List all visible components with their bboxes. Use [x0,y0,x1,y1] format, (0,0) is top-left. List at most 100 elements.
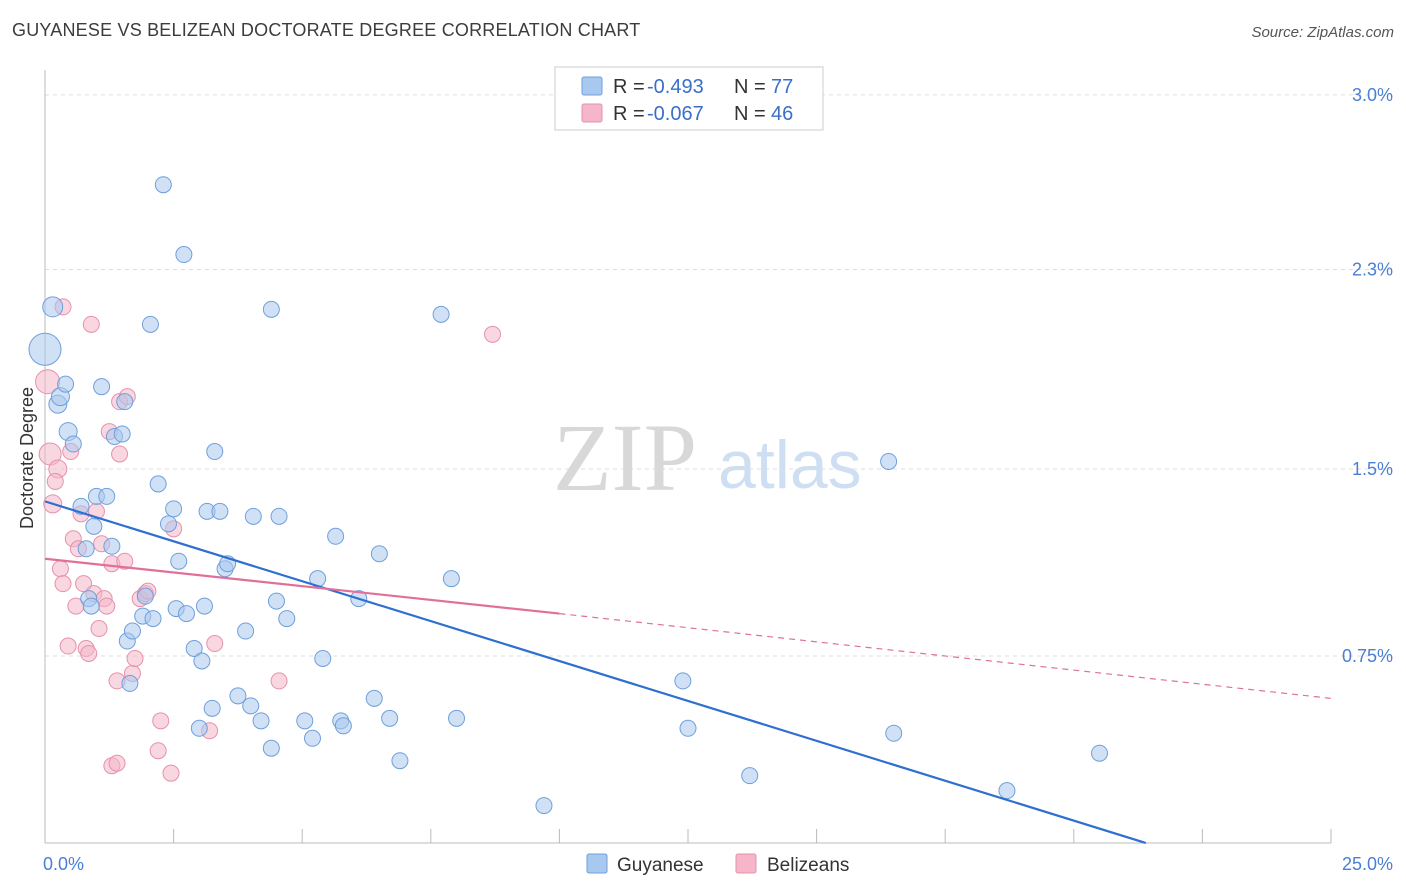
belizean-point [80,644,98,662]
belizean-point [108,754,126,772]
guyanese-point [203,699,221,717]
belizean-point [90,620,108,638]
guyanese-point [535,797,553,815]
legend-n-label-belizeans: N = [734,103,766,125]
legend-n-value-belizeans: 46 [771,103,793,125]
series-legend-label-guyanese: Guyanese [617,855,704,876]
legend-swatch-belizeans [581,103,603,123]
legend-r-value-belizeans: -0.067 [647,103,704,125]
stats-legend: R = -0.493 N = 77 R = -0.067 N = 46 [554,66,824,131]
guyanese-point [57,375,75,393]
y-tick-label: 0.75% [1342,646,1393,666]
data-points [28,176,1109,815]
belizean-point [59,637,77,655]
guyanese-point [93,378,111,396]
guyanese-point [193,652,211,670]
chart-title: GUYANESE VS BELIZEAN DOCTORATE DEGREE CO… [12,20,641,40]
guyanese-point [229,687,247,705]
guyanese-point [885,724,903,742]
guyanese-point [190,719,208,737]
belizean-point [270,672,288,690]
guyanese-point [175,246,193,264]
belizean-point [484,325,502,343]
legend-swatch-guyanese [581,76,603,96]
guyanese-point [170,552,188,570]
guyanese-point [64,435,82,453]
guyanese-point [165,500,183,518]
legend-r-label-belizeans: R = [613,103,645,125]
guyanese-point [141,315,159,333]
guyanese-point [296,712,314,730]
guyanese-point [327,527,345,545]
guyanese-trend-line [44,500,1147,845]
guyanese-point [334,717,352,735]
guyanese-point [880,452,898,470]
belizean-point [98,597,116,615]
guyanese-point [85,517,103,535]
guyanese-point [149,475,167,493]
series-legend: Guyanese Belizeans [586,853,849,876]
guyanese-point [262,300,280,318]
x-axis-tick-labels: 0.0% 25.0% [43,854,1393,874]
guyanese-point [195,597,213,615]
guyanese-point [28,332,62,366]
belizean-point [82,315,100,333]
belizean-point [149,742,167,760]
guyanese-point [381,709,399,727]
guyanese-point [262,739,280,757]
belizean-point [51,560,69,578]
guyanese-point [98,487,116,505]
x-tick-label: 25.0% [1342,854,1393,874]
guyanese-point [42,296,64,318]
guyanese-point [154,176,172,194]
guyanese-point [432,305,450,323]
belizean-trend-line [44,557,560,615]
guyanese-point [442,570,460,588]
trend-lines [44,500,1332,845]
belizean-point [116,552,134,570]
y-axis-title: Doctorate Degree [17,387,37,529]
belizean-point [75,575,93,593]
guyanese-point [116,393,134,411]
guyanese-point [242,697,260,715]
guyanese-point [278,610,296,628]
series-legend-swatch-guyanese [586,853,608,874]
guyanese-point [136,587,154,605]
grid-lines [45,94,1392,657]
guyanese-point [82,597,100,615]
legend-n-label-guyanese: N = [734,76,766,98]
legend-r-value-guyanese: -0.493 [647,76,704,98]
guyanese-point [237,622,255,640]
watermark-atlas: atlas [718,427,862,503]
guyanese-point [998,782,1016,800]
belizean-point [162,764,180,782]
legend-r-label-guyanese: R = [613,76,645,98]
guyanese-point [448,709,466,727]
x-axis-ticks [44,829,1332,843]
y-tick-label: 2.3% [1352,259,1393,279]
belizean-point [206,635,224,653]
belizean-trend-line-extension [559,612,1332,699]
guyanese-point [121,674,139,692]
y-tick-label: 1.5% [1352,459,1393,479]
belizean-point [54,575,72,593]
guyanese-point [123,622,141,640]
guyanese-point [267,592,285,610]
watermark-zip: ZIP [553,404,697,511]
guyanese-point [144,610,162,628]
guyanese-point [314,649,332,667]
guyanese-point [211,502,229,520]
guyanese-point [77,540,95,558]
guyanese-point [177,605,195,623]
series-legend-swatch-belizeans [735,853,757,874]
guyanese-point [270,507,288,525]
y-axis-tick-labels: 0.75% 1.5% 2.3% 3.0% [1342,85,1393,666]
guyanese-point [679,719,697,737]
guyanese-point [365,689,383,707]
belizean-point [126,649,144,667]
guyanese-point [159,515,177,533]
belizean-point [152,712,170,730]
chart-source: Source: ZipAtlas.com [1251,24,1394,41]
guyanese-point [252,712,270,730]
